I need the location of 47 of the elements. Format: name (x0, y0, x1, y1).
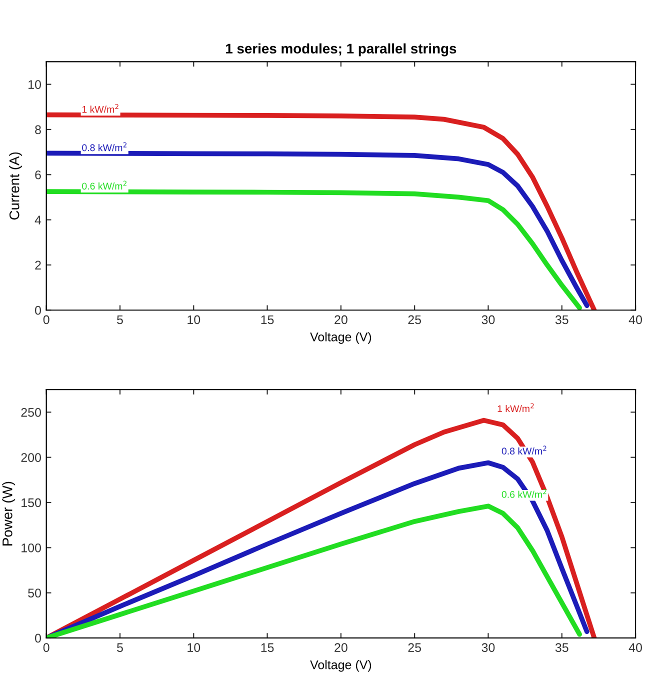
x-tick-label: 15 (261, 643, 274, 652)
y-tick-label: 250 (21, 408, 41, 417)
x-tick-label: 35 (555, 643, 568, 652)
line-series (46, 418, 597, 638)
line-series (46, 460, 590, 638)
y-axis-title: Power (W) (2, 482, 16, 546)
x-axis-title: Voltage (V) (310, 660, 372, 672)
y-tick-label: 0 (35, 634, 41, 643)
x-tick-label: 40 (628, 315, 642, 324)
x-tick-label: 35 (555, 315, 568, 324)
y-tick-label: 8 (35, 125, 41, 134)
x-tick-label: 30 (482, 315, 495, 324)
series-label: 0.8 kW/m$^{2}$ (502, 446, 546, 455)
y-tick-label: 4 (34, 216, 42, 224)
x-tick-label: 25 (408, 643, 422, 652)
y-axis-title: Current (A) (9, 152, 22, 220)
line-series (46, 189, 582, 310)
x-tick-label: 5 (117, 643, 123, 652)
x-tick-label: 10 (188, 315, 200, 324)
x-tick-label: 20 (334, 315, 348, 324)
line-series (46, 112, 597, 310)
chart-title: 1 series modules; 1 parallel strings (226, 43, 456, 56)
y-tick-label: 6 (35, 170, 41, 180)
y-tick-label: 200 (21, 453, 41, 462)
series-label: 0.8 kW/m$^{2}$ (82, 142, 126, 152)
y-tick-label: 100 (22, 543, 41, 552)
series-label: 0.6 kW/m$^{2}$ (82, 180, 126, 190)
y-tick-label: 50 (28, 588, 41, 598)
x-tick-label: 30 (482, 643, 495, 652)
x-tick-label: 15 (261, 315, 274, 324)
x-axis-title: Voltage (V) (310, 332, 372, 344)
series-label: 1 kW/m$^{2}$ (82, 104, 118, 113)
x-tick-label: 0 (43, 643, 50, 652)
y-tick-label: 0 (35, 306, 41, 315)
y-tick-label: 10 (28, 80, 41, 89)
series-label: 0.6 kW/m$^{2}$ (502, 489, 546, 498)
x-tick-label: 10 (188, 643, 200, 652)
series-label: 1 kW/m$^{2}$ (498, 403, 534, 412)
line-series (46, 504, 582, 638)
line-series (46, 150, 590, 308)
x-tick-label: 40 (628, 643, 642, 652)
y-tick-label: 2 (35, 260, 41, 270)
x-tick-label: 25 (408, 315, 422, 324)
x-tick-label: 0 (43, 315, 50, 324)
x-tick-label: 20 (334, 643, 348, 652)
y-tick-label: 150 (22, 498, 41, 508)
x-tick-label: 5 (117, 315, 123, 324)
